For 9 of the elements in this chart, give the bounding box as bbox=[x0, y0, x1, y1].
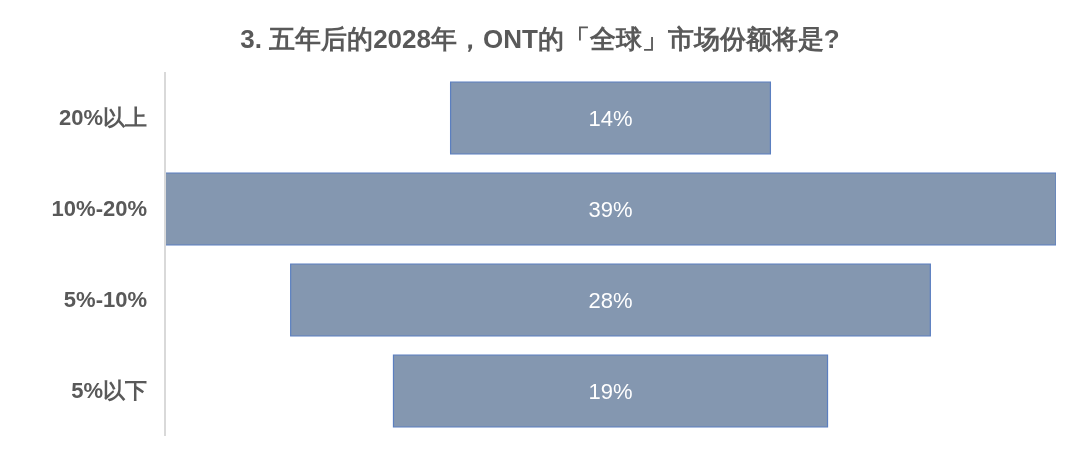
category-label: 10%-20% bbox=[51, 196, 147, 222]
data-label: 14% bbox=[588, 105, 633, 131]
data-label: 28% bbox=[588, 287, 633, 313]
category-label: 5%-10% bbox=[63, 287, 147, 313]
data-label: 39% bbox=[588, 196, 633, 222]
category-label: 5%以下 bbox=[71, 378, 147, 404]
data-label: 19% bbox=[588, 378, 633, 404]
text: 3. 五年后的2028年，ONT的「全球」市场份额将是? bbox=[239, 23, 841, 56]
category-label: 20%以上 bbox=[58, 105, 147, 131]
